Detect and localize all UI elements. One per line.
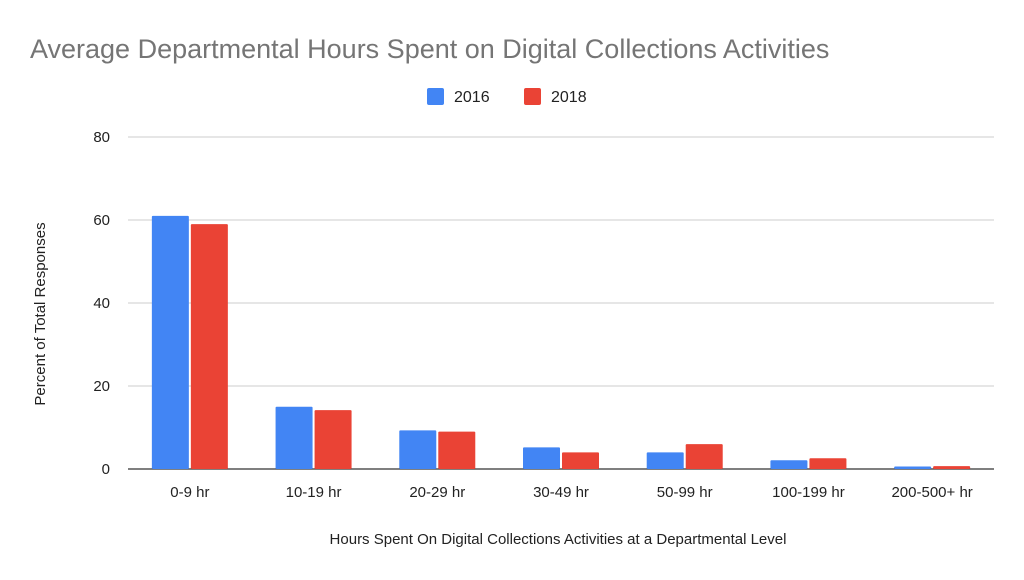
bar-2018-200-500-hr — [933, 466, 971, 469]
bar-2018-0-9-hr — [190, 224, 228, 469]
legend: 2016 2018 — [427, 88, 587, 106]
y-axis-title: Percent of Total Responses — [32, 222, 49, 405]
legend-label-2016: 2016 — [454, 89, 490, 106]
chart-title: Average Departmental Hours Spent on Digi… — [30, 34, 829, 64]
x-tick-labels: 0-9 hr 10-19 hr 20-29 hr 30-49 hr 50-99 hr 10… — [170, 484, 973, 501]
bar-2016-0-9-hr — [151, 215, 189, 469]
y-tick-labels: 0 20 40 60 80 — [93, 129, 110, 478]
bar-2016-50-99-hr — [646, 452, 684, 469]
bars — [151, 215, 971, 469]
y-tick-label: 40 — [93, 295, 110, 312]
bar-2016-100-199-hr — [770, 460, 808, 469]
bar-2016-200-500-hr — [894, 466, 932, 469]
x-tick-label: 30-49 hr — [533, 484, 589, 501]
x-tick-label: 0-9 hr — [170, 484, 209, 501]
x-tick-label: 200-500+ hr — [891, 484, 972, 501]
x-axis-title: Hours Spent On Digital Collections Activ… — [330, 531, 787, 548]
bar-2016-10-19-hr — [275, 406, 313, 469]
x-tick-label: 100-199 hr — [772, 484, 845, 501]
bar-2018-10-19-hr — [314, 410, 352, 469]
bar-2018-30-49-hr — [562, 452, 599, 469]
legend-swatch-2018 — [524, 88, 541, 105]
x-tick-label: 20-29 hr — [409, 484, 465, 501]
bar-2016-30-49-hr — [523, 447, 560, 469]
legend-swatch-2016 — [427, 88, 444, 105]
y-tick-label: 80 — [93, 129, 110, 146]
y-tick-label: 60 — [93, 212, 110, 229]
x-tick-label: 10-19 hr — [286, 484, 342, 501]
legend-label-2018: 2018 — [551, 89, 587, 106]
y-tick-label: 0 — [102, 461, 110, 478]
x-tick-label: 50-99 hr — [657, 484, 713, 501]
bar-2018-100-199-hr — [809, 458, 847, 469]
gridlines — [128, 136, 994, 470]
bar-2018-20-29-hr — [438, 431, 476, 469]
y-tick-label: 20 — [93, 378, 110, 395]
bar-2016-20-29-hr — [399, 430, 437, 469]
bar-2018-50-99-hr — [685, 444, 723, 469]
